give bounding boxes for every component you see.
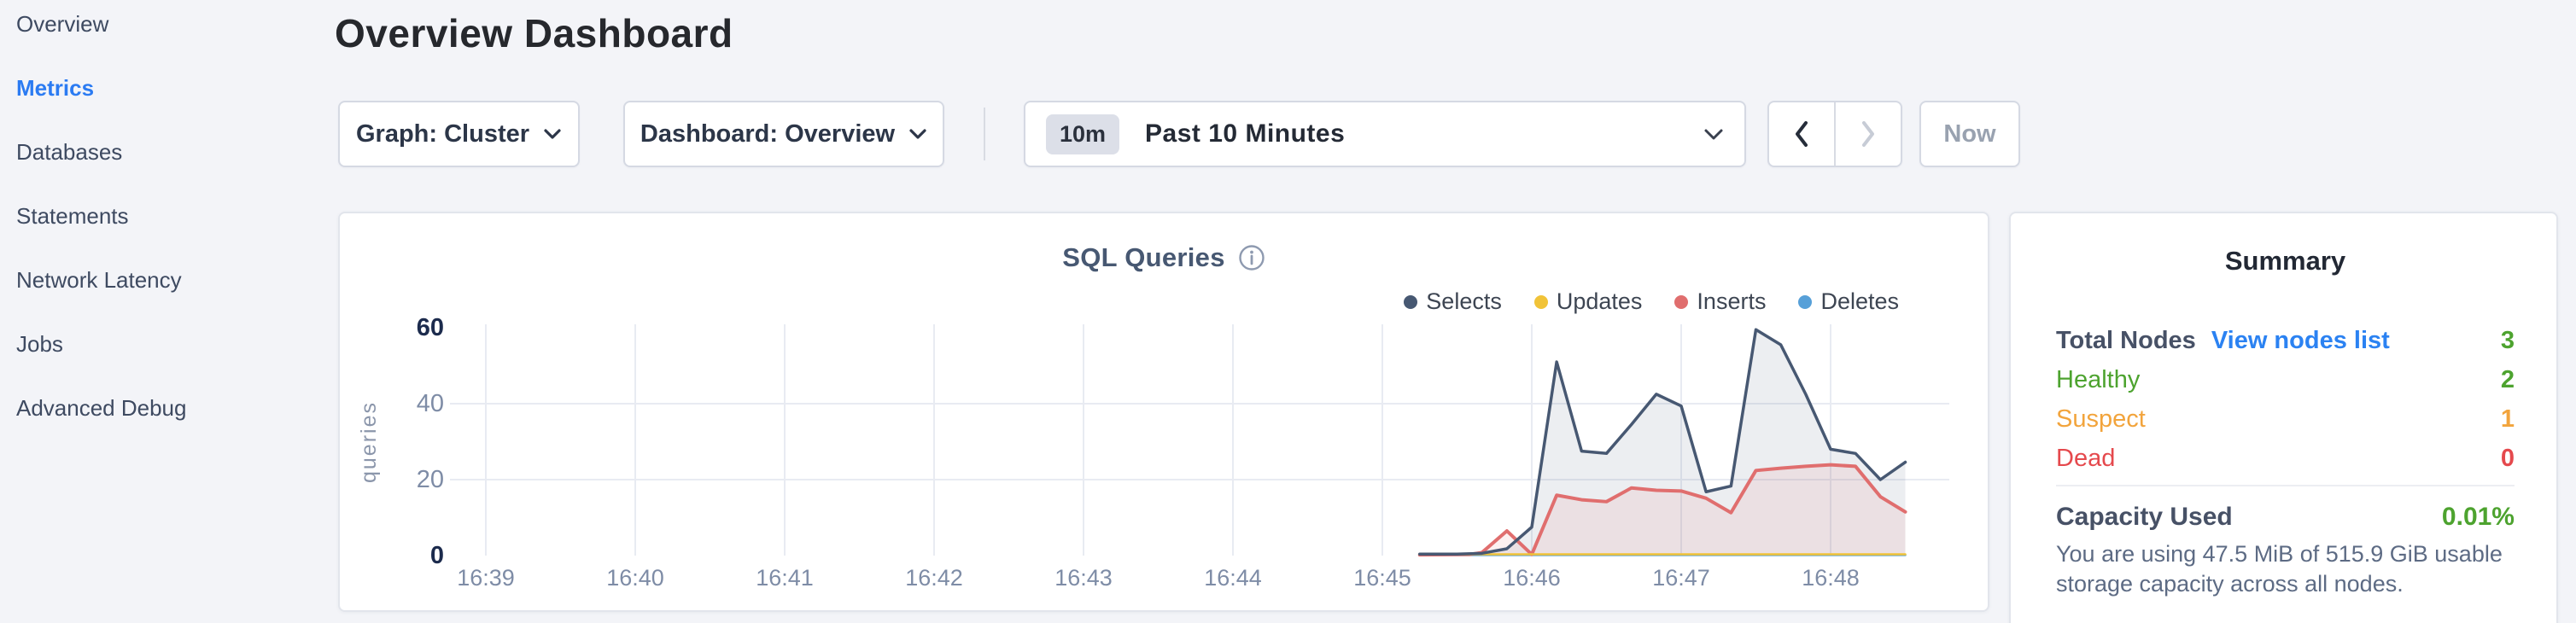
svg-text:16:39: 16:39 (457, 565, 515, 591)
svg-text:16:47: 16:47 (1652, 565, 1710, 591)
sidebar-item-network-latency[interactable]: Network Latency (16, 267, 182, 293)
controls-divider (984, 108, 985, 160)
chevron-right-icon (1862, 121, 1874, 147)
svg-text:16:45: 16:45 (1353, 565, 1411, 591)
time-range-badge: 10m (1046, 114, 1120, 154)
sql-queries-plot[interactable]: 0 20 40 60 16:39 16:40 16:41 16:42 16:43 16:44 16:… (340, 213, 1991, 614)
capacity-label: Capacity Used (2056, 503, 2233, 531)
svg-text:0: 0 (430, 542, 444, 569)
summary-rows: Total Nodes View nodes list 3 Healthy 2 Suspe… (2056, 321, 2515, 478)
summary-row-label: Dead (2056, 444, 2116, 472)
chevron-down-icon (908, 128, 927, 140)
legend-item-deletes[interactable]: Deletes (1798, 288, 1899, 315)
sidebar-item-advanced-debug[interactable]: Advanced Debug (16, 395, 187, 421)
chevron-down-icon (543, 128, 562, 140)
summary-row-label: Healthy (2056, 365, 2141, 393)
summary-row-total-nodes: Total Nodes View nodes list 3 (2056, 321, 2515, 360)
summary-title: Summary (2224, 246, 2346, 276)
legend-dot-icon (1533, 294, 1548, 309)
svg-text:16:46: 16:46 (1503, 565, 1561, 591)
sidebar-item-statements[interactable]: Statements (16, 203, 129, 229)
legend-item-updates[interactable]: Updates (1533, 288, 1643, 315)
legend-dot-icon (1404, 294, 1418, 309)
chart-title-row: SQL Queries (340, 242, 1988, 273)
svg-text:40: 40 (417, 390, 444, 417)
svg-text:16:40: 16:40 (606, 565, 664, 591)
legend-label: Updates (1556, 288, 1643, 314)
summary-row-value: 2 (2500, 365, 2515, 393)
svg-text:16:41: 16:41 (756, 565, 814, 591)
chart-title: SQL Queries (1062, 242, 1225, 272)
summary-row-suspect: Suspect 1 (2056, 399, 2515, 439)
summary-row-value: 0 (2500, 444, 2515, 472)
summary-row-dead: Dead 0 (2056, 439, 2515, 478)
svg-text:16:44: 16:44 (1204, 565, 1262, 591)
dashboard-dropdown[interactable]: Dashboard: Overview (623, 101, 944, 167)
capacity-description: You are using 47.5 MiB of 515.9 GiB usab… (2056, 541, 2503, 597)
legend-label: Selects (1426, 288, 1502, 314)
summary-row-healthy: Healthy 2 (2056, 360, 2515, 399)
legend-item-inserts[interactable]: Inserts (1674, 288, 1766, 315)
time-range-label: Past 10 Minutes (1145, 119, 1346, 148)
time-step-group (1767, 101, 1902, 167)
summary-row-value: 3 (2500, 326, 2515, 354)
time-step-back-button[interactable] (1769, 102, 1834, 166)
summary-row-label: Total Nodes (2056, 326, 2196, 354)
summary-row-label: Suspect (2056, 405, 2146, 433)
legend-dot-icon (1674, 294, 1689, 309)
view-nodes-list-link[interactable]: View nodes list (2211, 326, 2390, 354)
svg-text:queries: queries (357, 401, 381, 483)
time-step-forward-button[interactable] (1834, 102, 1901, 166)
info-icon[interactable] (1238, 244, 1265, 271)
legend-dot-icon (1798, 294, 1813, 309)
chevron-down-icon (1703, 128, 1724, 141)
summary-card: Summary Total Nodes View nodes list 3 Healt… (2009, 212, 2558, 623)
sidebar: Overview Metrics Databases Statements Networ… (0, 0, 333, 623)
chevron-left-icon (1796, 121, 1808, 147)
sql-queries-chart-card: SQL Queries Selects Updates Inserts Deletes… (338, 212, 1989, 612)
chart-legend: Selects Updates Inserts Deletes (1404, 288, 1899, 315)
svg-text:60: 60 (417, 314, 444, 341)
sidebar-nav: Overview Metrics Databases Statements Networ… (0, 0, 333, 440)
legend-item-selects[interactable]: Selects (1404, 288, 1502, 315)
sidebar-item-metrics[interactable]: Metrics (16, 75, 95, 101)
capacity-value: 0.01% (2441, 503, 2515, 531)
sidebar-item-databases[interactable]: Databases (16, 139, 123, 165)
graph-dropdown[interactable]: Graph: Cluster (338, 101, 580, 167)
graph-dropdown-label: Graph: Cluster (355, 119, 530, 148)
capacity-row: Capacity Used 0.01% (2056, 498, 2515, 536)
svg-text:16:43: 16:43 (1054, 565, 1113, 591)
summary-divider (2056, 485, 2515, 486)
svg-text:20: 20 (417, 466, 444, 493)
legend-label: Inserts (1697, 288, 1767, 314)
svg-text:16:42: 16:42 (905, 565, 963, 591)
legend-label: Deletes (1820, 288, 1899, 314)
sidebar-item-overview[interactable]: Overview (16, 11, 109, 37)
time-range-picker[interactable]: 10m Past 10 Minutes (1024, 101, 1746, 167)
dashboard-dropdown-label: Dashboard: Overview (640, 119, 896, 148)
now-button[interactable]: Now (1919, 101, 2020, 167)
svg-text:16:48: 16:48 (1802, 565, 1860, 591)
summary-row-value: 1 (2500, 405, 2515, 433)
page-title: Overview Dashboard (335, 11, 733, 55)
sidebar-item-jobs[interactable]: Jobs (16, 331, 63, 357)
